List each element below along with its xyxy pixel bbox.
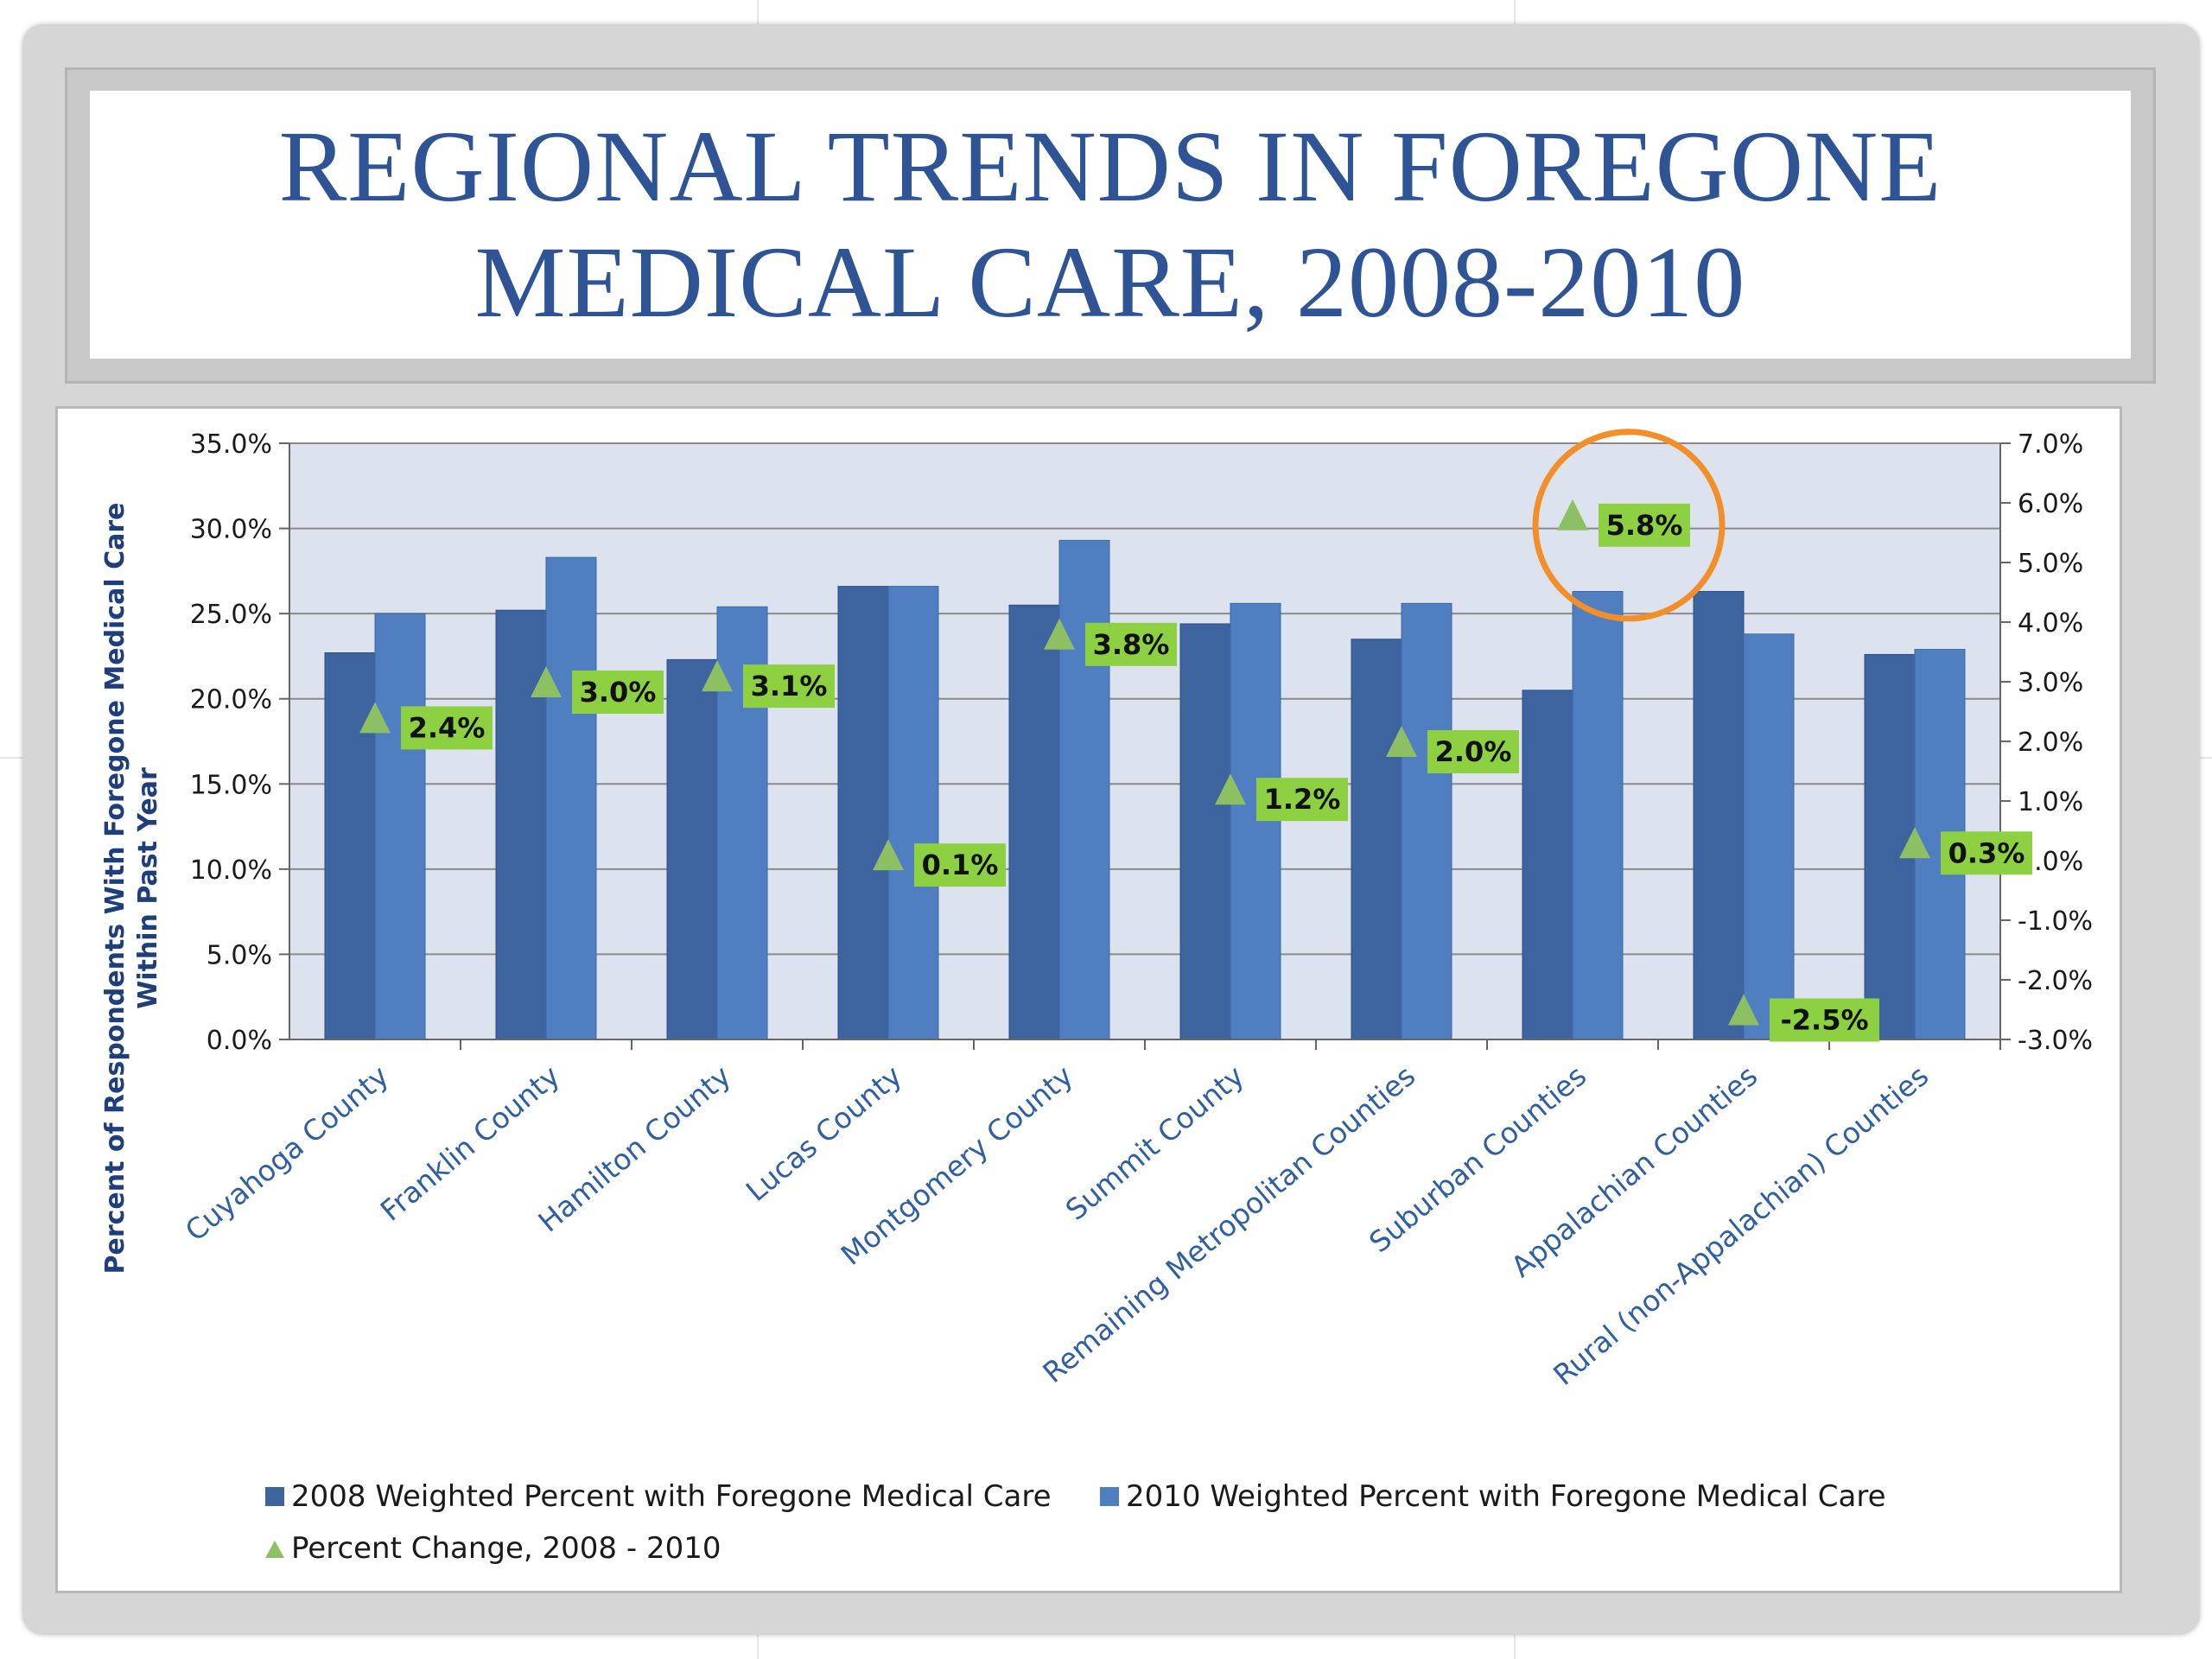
- percent-change-marker: [1215, 773, 1246, 805]
- data-label-box: [572, 671, 664, 714]
- data-label: 0.3%: [1948, 836, 2025, 869]
- percent-change-marker: [1557, 499, 1588, 531]
- y2-tick-label: 1.0%: [2018, 787, 2083, 817]
- y-tick-label: 35.0%: [190, 429, 272, 460]
- data-label: 3.1%: [751, 670, 828, 702]
- y-tick-label: 0.0%: [207, 1026, 272, 1056]
- data-label: 3.8%: [1093, 628, 1170, 661]
- y2-tick-label: -3.0%: [2018, 1026, 2093, 1056]
- data-label-box: [1770, 998, 1879, 1042]
- percent-change-marker: [1728, 994, 1759, 1026]
- percent-change-marker: [359, 702, 391, 734]
- data-label: 2.0%: [1435, 735, 1512, 768]
- data-label-box: [1941, 831, 2032, 875]
- y2-tick-label: 2.0%: [2018, 728, 2083, 758]
- percent-change-marker: [702, 660, 733, 692]
- y-tick-label: 5.0%: [207, 940, 272, 970]
- legend-swatch-2010: [1100, 1487, 1119, 1506]
- data-label-box: [1256, 778, 1348, 822]
- bar-2008: [324, 652, 376, 1040]
- slide-title: REGIONAL TRENDS IN FOREGONE MEDICAL CARE…: [278, 110, 1942, 339]
- bar-2010: [1572, 591, 1624, 1040]
- data-label: -2.5%: [1780, 1004, 1868, 1037]
- category-label: Cuyahoga County: [179, 1058, 395, 1248]
- legend-label-2008: 2008 Weighted Percent with Foregone Medi…: [291, 1479, 1052, 1514]
- bar-2008: [837, 586, 889, 1040]
- data-label-box: [1599, 503, 1690, 547]
- title-panel: REGIONAL TRENDS IN FOREGONE MEDICAL CARE…: [90, 91, 2131, 359]
- bar-2010: [1058, 539, 1110, 1040]
- bar-2008: [666, 658, 718, 1040]
- legend-swatch-2008: [265, 1487, 284, 1506]
- legend-swatch-change: [265, 1541, 284, 1558]
- y2-tick-label: -1.0%: [2018, 906, 2093, 937]
- bar-2008: [1179, 623, 1231, 1040]
- y2-tick-label: 3.0%: [2018, 668, 2083, 698]
- category-label: Rural (non-Appalachian) Counties: [1547, 1058, 1935, 1392]
- y2-tick-label: 6.0%: [2018, 489, 2083, 519]
- y2-tick-label: 4.0%: [2018, 608, 2083, 639]
- data-label: 5.8%: [1606, 509, 1683, 542]
- y-tick-label: 10.0%: [190, 855, 272, 886]
- y2-tick-label: 7.0%: [2018, 429, 2083, 460]
- axes-group: 35.0% 30.0% 25.0% 20.0% 15.0% 10.0% 5.0% 0.0% 7.…: [100, 429, 2093, 1274]
- bar-2010: [1401, 602, 1452, 1040]
- bar-2008: [1522, 690, 1573, 1040]
- bar-2008: [495, 609, 547, 1040]
- percent-change-marker: [531, 666, 562, 697]
- bar-2008: [1351, 639, 1402, 1040]
- y-tick-label: 25.0%: [190, 600, 272, 630]
- data-label-box: [1427, 730, 1519, 773]
- y-tick-label: 15.0%: [190, 770, 272, 800]
- combo-bar-chart: 35.0% 30.0% 25.0% 20.0% 15.0% 10.0% 5.0% 0.0% 7.…: [100, 429, 2093, 1566]
- bar-2010: [1230, 602, 1281, 1040]
- y2-tick-label: 5.0%: [2018, 549, 2083, 579]
- percent-change-marker: [1044, 618, 1075, 650]
- data-label-box: [743, 664, 835, 709]
- y-tick-label: 20.0%: [190, 685, 272, 715]
- category-label: Summit County: [1059, 1058, 1250, 1227]
- percent-change-marker: [1899, 827, 1930, 859]
- bar-2008: [1693, 591, 1745, 1040]
- data-label-box: [914, 843, 1006, 887]
- y-tick-label: 30.0%: [190, 515, 272, 545]
- bar-2010: [374, 613, 426, 1040]
- y-axis-title-line: Within Past Year: [133, 767, 163, 1009]
- chart-area: 35.0% 30.0% 25.0% 20.0% 15.0% 10.0% 5.0% 0.0% 7.…: [55, 406, 2122, 1593]
- y2-tick-label: -2.0%: [2018, 966, 2093, 996]
- bar-2010: [545, 556, 597, 1040]
- category-label: Remaining Metropolitan Counties: [1036, 1058, 1421, 1389]
- percent-change-group: 2.4% 3.0% 3.1% 0.1% 3.8% 1.2% 2.0% 5.8% -2.5% 0.3…: [359, 429, 2032, 1042]
- data-label-box: [401, 706, 493, 750]
- data-label: 3.0%: [580, 676, 657, 709]
- legend-label-change: Percent Change, 2008 - 2010: [291, 1531, 721, 1566]
- bar-2010: [887, 586, 939, 1040]
- percent-change-marker: [873, 839, 904, 871]
- bar-2010: [1743, 633, 1795, 1040]
- title-box: REGIONAL TRENDS IN FOREGONE MEDICAL CARE…: [65, 67, 2156, 384]
- category-label: Lucas County: [740, 1058, 908, 1208]
- bar-2008: [1008, 604, 1060, 1040]
- data-label: 2.4%: [409, 711, 486, 744]
- highlight-circle: [1532, 429, 1726, 622]
- category-label: Franklin County: [374, 1058, 566, 1228]
- y-axis-title: Percent of Respondents With Foregone Med…: [100, 503, 163, 1274]
- data-label: 0.1%: [922, 849, 999, 881]
- percent-change-marker: [1386, 726, 1417, 757]
- y-axis-title-line: Percent of Respondents With Foregone Med…: [100, 503, 130, 1274]
- legend-label-2010: 2010 Weighted Percent with Foregone Medi…: [1126, 1479, 1886, 1514]
- legend: 2008 Weighted Percent with Foregone Medi…: [265, 1479, 1886, 1566]
- data-label: 1.2%: [1264, 783, 1341, 816]
- data-label-box: [1085, 622, 1177, 666]
